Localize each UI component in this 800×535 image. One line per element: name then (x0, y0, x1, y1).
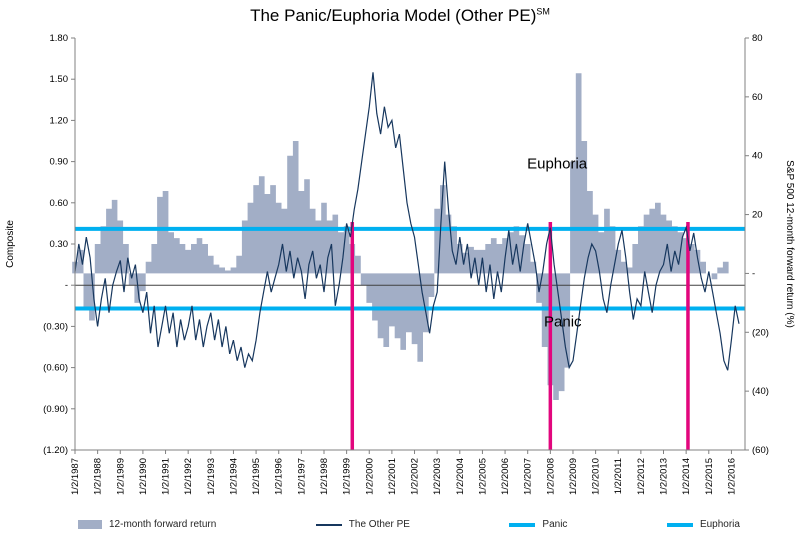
x-axis-tick-label: 1/2/1990 (138, 458, 149, 495)
forward-return-swatch (78, 520, 102, 529)
left-axis-tick-label: 1.80 (50, 33, 69, 44)
x-axis-tick-label: 1/2/2008 (545, 458, 556, 495)
legend-item-euphoria: Euphoria (666, 519, 740, 530)
annotation-euphoria: Euphoria (527, 155, 588, 172)
left-axis-tick-label: (0.30) (43, 321, 68, 332)
legend-item-panic: Panic (509, 519, 567, 530)
x-axis-tick-label: 1/2/1991 (161, 458, 172, 495)
panic-euphoria-chart: 1.80 1.50 1.20 0.90 0.60 0.30 - (0.30) (0.60) (0.… (5, 33, 795, 495)
x-axis-tick-label: 1/2/1988 (93, 458, 104, 495)
other-pe-swatch (315, 523, 342, 526)
left-axis-title: Composite (5, 220, 16, 268)
x-axis-tick-label: 1/2/2003 (432, 458, 443, 495)
right-axis-tick-label: 80 (752, 33, 763, 44)
x-axis-tick-label: 1/2/1989 (115, 458, 126, 495)
right-axis-title: S&P 500 12-month forward return (%) (784, 160, 795, 328)
left-axis-tick-label: 0.60 (50, 198, 69, 209)
chart-title-text: The Panic/Euphoria Model (Other PE) (250, 6, 537, 25)
left-axis-tick-label: 0.90 (50, 157, 69, 168)
legend-label: 12-month forward return (109, 519, 217, 530)
x-axis-tick-label: 1/2/2012 (636, 458, 647, 495)
x-axis-tick-label: 1/2/2001 (387, 458, 398, 495)
panic-swatch (509, 522, 536, 527)
right-axis-tick-label: (20) (752, 327, 769, 338)
x-axis-tick-label: 1/2/2015 (704, 458, 715, 495)
left-axis-tick-label: 1.20 (50, 115, 69, 126)
chart-title: The Panic/Euphoria Model (Other PE)SM (0, 6, 800, 26)
left-axis-tick-label: (1.20) (43, 445, 68, 456)
x-axis-tick-label: 1/2/1999 (342, 458, 353, 495)
legend-item-other-pe: The Other PE (315, 519, 410, 530)
x-axis-tick-label: 1/2/1997 (296, 458, 307, 495)
left-axis-tick-label: - (65, 280, 68, 291)
x-axis-tick-label: 1/2/1996 (274, 458, 285, 495)
x-axis-tick-label: 1/2/2006 (500, 458, 511, 495)
right-axis-tick-label: 60 (752, 92, 763, 103)
x-axis-tick-label: 1/2/1993 (206, 458, 217, 495)
x-axis-tick-label: 1/2/1995 (251, 458, 262, 495)
x-axis-tick-label: 1/2/2013 (659, 458, 670, 495)
legend-item-forward-return: 12-month forward return (78, 519, 216, 530)
right-axis-tick-label: - (752, 268, 755, 279)
euphoria-swatch (666, 522, 693, 527)
other-pe-line (74, 72, 740, 371)
x-axis-tick-label: 1/2/2007 (523, 458, 534, 495)
left-axis-tick-label: (0.60) (43, 363, 68, 374)
x-axis-tick-label: 1/2/2000 (364, 458, 375, 495)
legend-label: The Other PE (348, 519, 410, 530)
x-axis-tick-label: 1/2/2005 (477, 458, 488, 495)
x-axis-tick-label: 1/2/2016 (726, 458, 737, 495)
x-axis-tick-label: 1/2/2004 (455, 458, 466, 495)
x-axis-tick-label: 1/2/1992 (183, 458, 194, 495)
right-axis-tick-label: (60) (752, 445, 769, 456)
forward-return-area (72, 73, 729, 401)
right-axis-tick-label: 20 (752, 210, 763, 221)
x-axis-tick-label: 1/2/1998 (319, 458, 330, 495)
left-axis-tick-label: 1.50 (50, 74, 69, 85)
x-axis-tick-label: 1/2/2009 (568, 458, 579, 495)
left-axis-tick-label: (0.90) (43, 404, 68, 415)
legend-label: Panic (542, 519, 568, 530)
x-axis-tick-label: 1/2/2002 (410, 458, 421, 495)
x-axis-tick-label: 1/2/2014 (681, 458, 692, 495)
x-axis-tick-label: 1/2/2010 (591, 458, 602, 495)
annotation-panic: Panic (544, 313, 582, 330)
x-axis-tick-label: 1/2/1994 (228, 458, 239, 495)
x-axis-tick-label: 1/2/1987 (70, 458, 81, 495)
x-axis-tick-label: 1/2/2011 (613, 458, 624, 494)
chart-legend: 12-month forward return The Other PE Pan… (78, 519, 740, 530)
right-axis-tick-label: 40 (752, 151, 763, 162)
legend-label: Euphoria (699, 519, 740, 530)
right-axis-tick-label: (40) (752, 386, 769, 397)
left-axis-tick-label: 0.30 (50, 239, 69, 250)
chart-title-superscript: SM (536, 6, 550, 17)
